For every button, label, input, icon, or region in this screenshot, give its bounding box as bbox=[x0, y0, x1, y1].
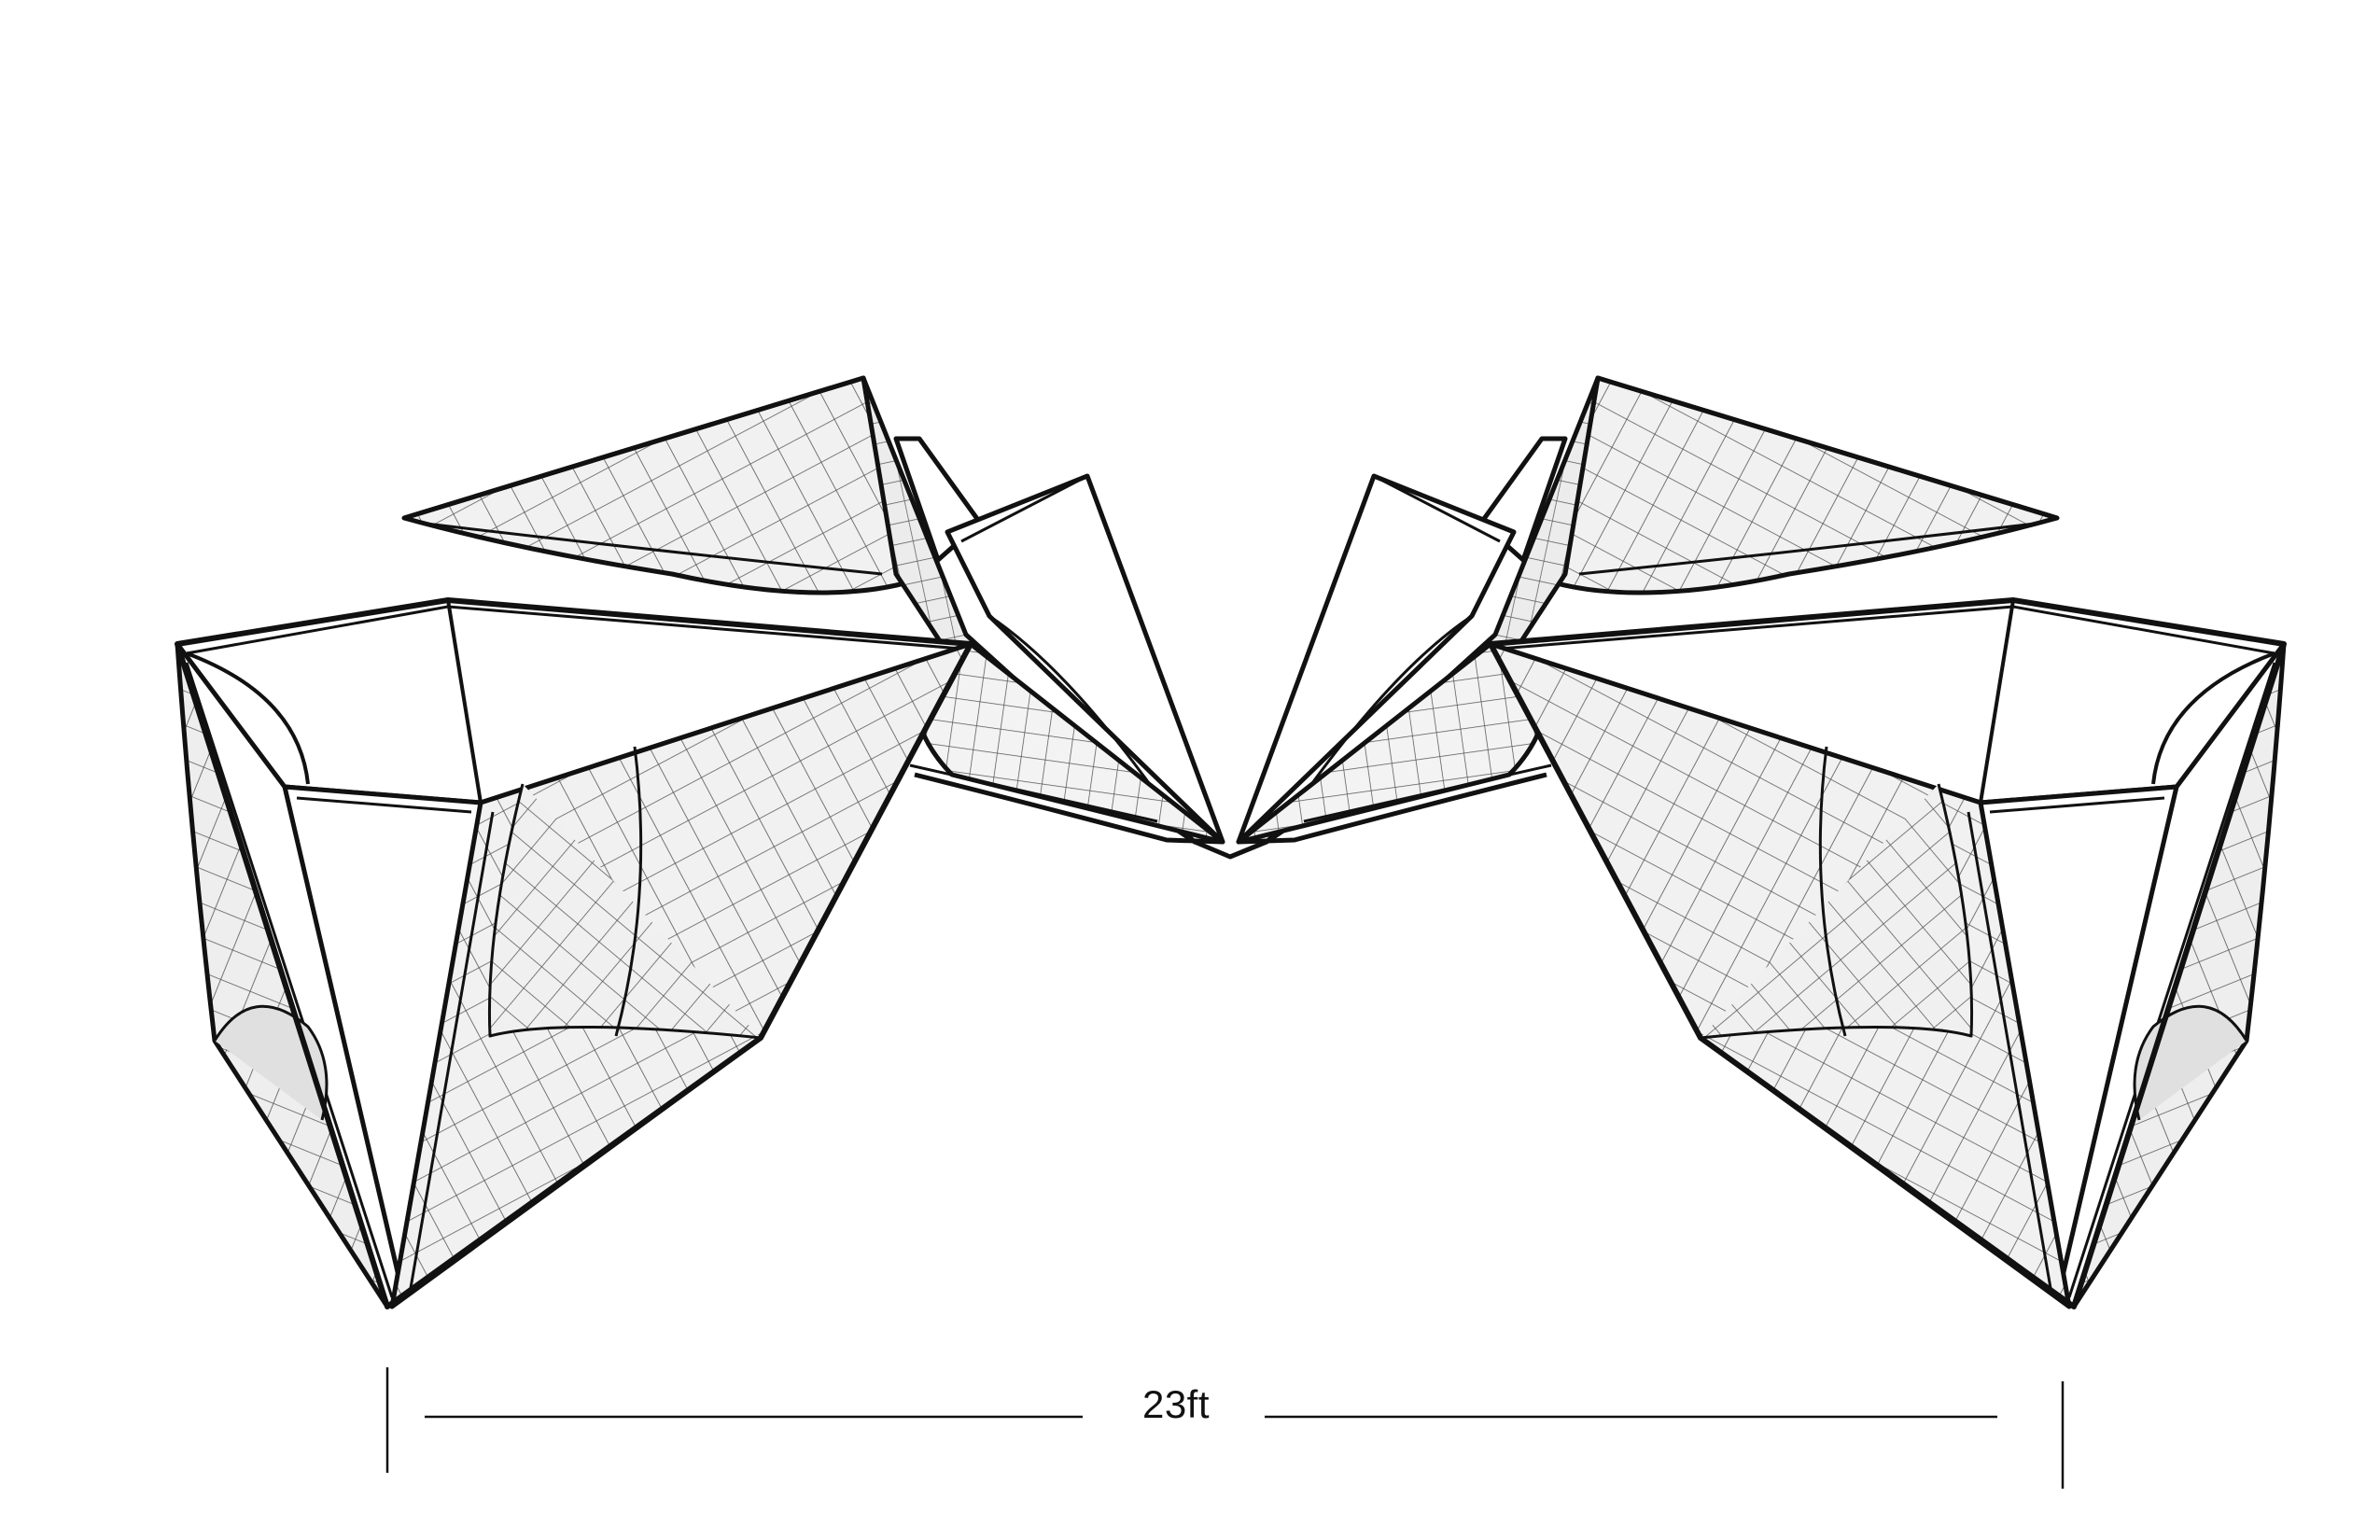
right-front-box bbox=[1488, 597, 2287, 1309]
left-front-box bbox=[175, 597, 973, 1309]
pavilion-right-half bbox=[1236, 375, 2287, 1309]
right-back-fin bbox=[1236, 375, 2060, 845]
dimension-line bbox=[385, 1367, 2065, 1489]
dimension-label: 23ft bbox=[1141, 1382, 1211, 1426]
center-apex-joint bbox=[1194, 839, 1267, 860]
pavilion-left-half bbox=[175, 375, 1225, 1309]
